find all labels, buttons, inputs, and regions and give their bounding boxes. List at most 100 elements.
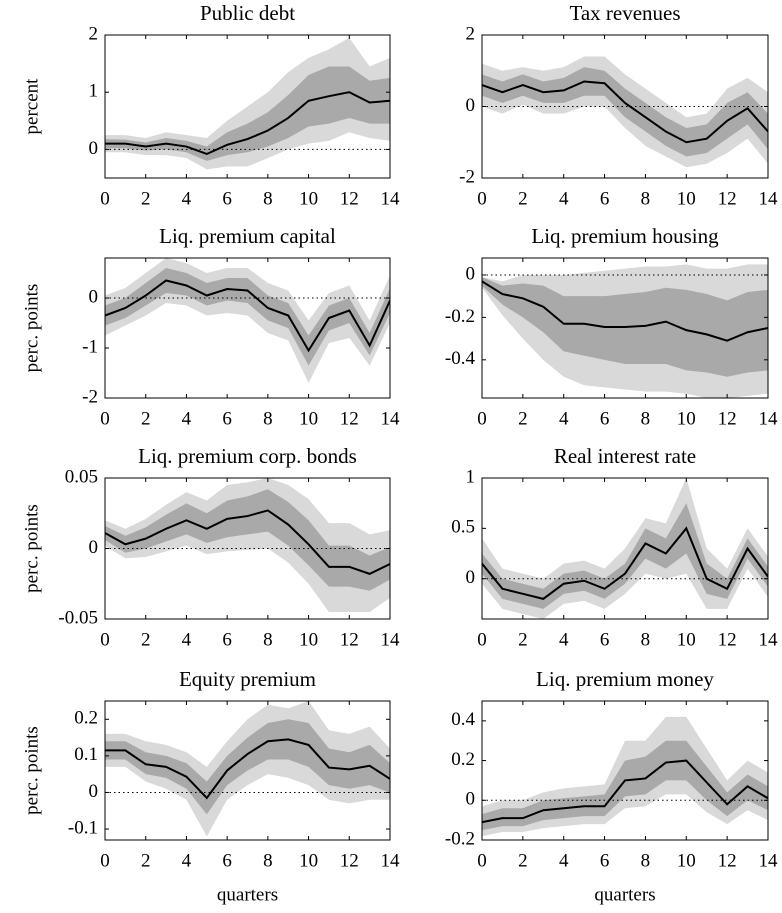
panel-title: Equity premium bbox=[179, 667, 316, 691]
y-axis-label: perc. points bbox=[21, 284, 42, 373]
x-tick-label: 0 bbox=[100, 629, 110, 650]
x-tick-label: 4 bbox=[182, 629, 192, 650]
median-line bbox=[482, 526, 768, 600]
axes-box bbox=[104, 257, 391, 399]
median-line bbox=[105, 91, 390, 156]
x-tick-label: 10 bbox=[677, 188, 696, 209]
x-tick-label: 8 bbox=[641, 629, 651, 650]
x-tick-label: 14 bbox=[381, 629, 401, 650]
y-tick-label: 0 bbox=[466, 789, 476, 810]
median-line bbox=[482, 759, 768, 824]
plot-area bbox=[482, 716, 768, 837]
x-tick-label: 10 bbox=[299, 629, 318, 650]
band bbox=[482, 67, 768, 157]
y-tick-label: 0 bbox=[466, 567, 476, 588]
y-tick-label: 2 bbox=[89, 23, 99, 44]
x-tick-label: 8 bbox=[641, 850, 651, 871]
x-tick-label: 4 bbox=[559, 629, 569, 650]
band bbox=[482, 740, 768, 831]
x-tick-label: 2 bbox=[141, 850, 151, 871]
y-axis-label: percent bbox=[21, 78, 42, 135]
y-tick-label: -0.2 bbox=[445, 828, 475, 849]
x-tick-label: 6 bbox=[222, 850, 232, 871]
x-tick-label: 0 bbox=[477, 850, 487, 871]
x-tick-label: 12 bbox=[340, 408, 359, 429]
x-tick-label: 6 bbox=[600, 408, 610, 429]
x-tick-label: 10 bbox=[677, 629, 696, 650]
y-axis-label: perc. points bbox=[21, 504, 42, 593]
x-tick-label: 0 bbox=[477, 188, 487, 209]
panel-title: Tax revenues bbox=[569, 1, 680, 25]
plot-area bbox=[482, 56, 768, 168]
panel-title: Liq. premium housing bbox=[531, 224, 719, 248]
x-tick-label: 2 bbox=[518, 408, 528, 429]
x-tick-label: 14 bbox=[759, 188, 779, 209]
axes-box bbox=[481, 477, 769, 620]
x-tick-label: 6 bbox=[222, 188, 232, 209]
panel-title: Liq. premium capital bbox=[159, 224, 336, 248]
x-tick-label: 6 bbox=[222, 629, 232, 650]
axes-box bbox=[481, 700, 769, 841]
y-tick-label: 0 bbox=[89, 781, 99, 802]
x-tick-label: 6 bbox=[222, 408, 232, 429]
y-tick-label: 0 bbox=[89, 138, 99, 159]
x-tick-label: 4 bbox=[559, 188, 569, 209]
x-tick-label: 0 bbox=[100, 408, 110, 429]
y-tick-label: 0 bbox=[89, 286, 99, 307]
y-tick-label: 0.1 bbox=[74, 744, 98, 765]
x-tick-label: 14 bbox=[381, 408, 401, 429]
x-tick-label: 14 bbox=[759, 629, 779, 650]
plot-area bbox=[105, 478, 390, 612]
y-tick-label: 0 bbox=[89, 537, 99, 558]
y-tick-label: 0.2 bbox=[451, 749, 475, 770]
x-tick-label: 4 bbox=[182, 188, 192, 209]
y-tick-label: 0.5 bbox=[451, 517, 475, 538]
x-tick-label: 14 bbox=[381, 850, 401, 871]
y-tick-label: -2 bbox=[459, 166, 475, 187]
plot-area bbox=[105, 258, 390, 383]
y-tick-label: -0.4 bbox=[445, 348, 476, 369]
x-tick-label: 2 bbox=[141, 188, 151, 209]
y-tick-label: 1 bbox=[89, 81, 99, 102]
y-axis-label: perc. points bbox=[21, 726, 42, 815]
x-tick-label: 12 bbox=[340, 850, 359, 871]
panel-title: Liq. premium money bbox=[536, 667, 714, 691]
x-tick-label: 6 bbox=[600, 850, 610, 871]
x-axis-label: quarters bbox=[217, 884, 278, 905]
panel-title: Real interest rate bbox=[554, 444, 696, 468]
x-tick-label: 8 bbox=[263, 188, 273, 209]
panel-title: Liq. premium corp. bonds bbox=[138, 444, 357, 468]
axes-box bbox=[481, 257, 769, 399]
x-tick-label: 2 bbox=[141, 629, 151, 650]
x-tick-label: 12 bbox=[340, 629, 359, 650]
axes-box bbox=[104, 34, 391, 179]
y-tick-label: -0.2 bbox=[445, 306, 475, 327]
median-line bbox=[482, 80, 768, 144]
y-tick-label: 1 bbox=[466, 466, 476, 487]
x-tick-label: 10 bbox=[299, 188, 318, 209]
y-tick-label: 2 bbox=[466, 23, 476, 44]
x-tick-label: 12 bbox=[718, 850, 737, 871]
x-tick-label: 14 bbox=[381, 188, 401, 209]
band bbox=[105, 719, 390, 815]
x-axis-label: quarters bbox=[594, 884, 655, 905]
x-tick-label: 0 bbox=[477, 629, 487, 650]
x-tick-label: 12 bbox=[718, 408, 737, 429]
band bbox=[482, 503, 768, 609]
x-tick-label: 8 bbox=[641, 408, 651, 429]
x-tick-label: 4 bbox=[559, 408, 569, 429]
y-tick-label: -1 bbox=[82, 336, 98, 357]
x-tick-label: 8 bbox=[263, 408, 273, 429]
y-tick-label: 0.05 bbox=[65, 466, 98, 487]
x-tick-label: 10 bbox=[677, 408, 696, 429]
x-tick-label: 2 bbox=[518, 850, 528, 871]
x-tick-label: 2 bbox=[141, 408, 151, 429]
x-tick-label: 12 bbox=[718, 629, 737, 650]
x-tick-label: 10 bbox=[677, 850, 696, 871]
median-line bbox=[482, 280, 768, 342]
x-tick-label: 8 bbox=[263, 629, 273, 650]
x-tick-label: 10 bbox=[299, 408, 318, 429]
y-tick-label: -2 bbox=[82, 386, 98, 407]
x-tick-label: 0 bbox=[100, 850, 110, 871]
